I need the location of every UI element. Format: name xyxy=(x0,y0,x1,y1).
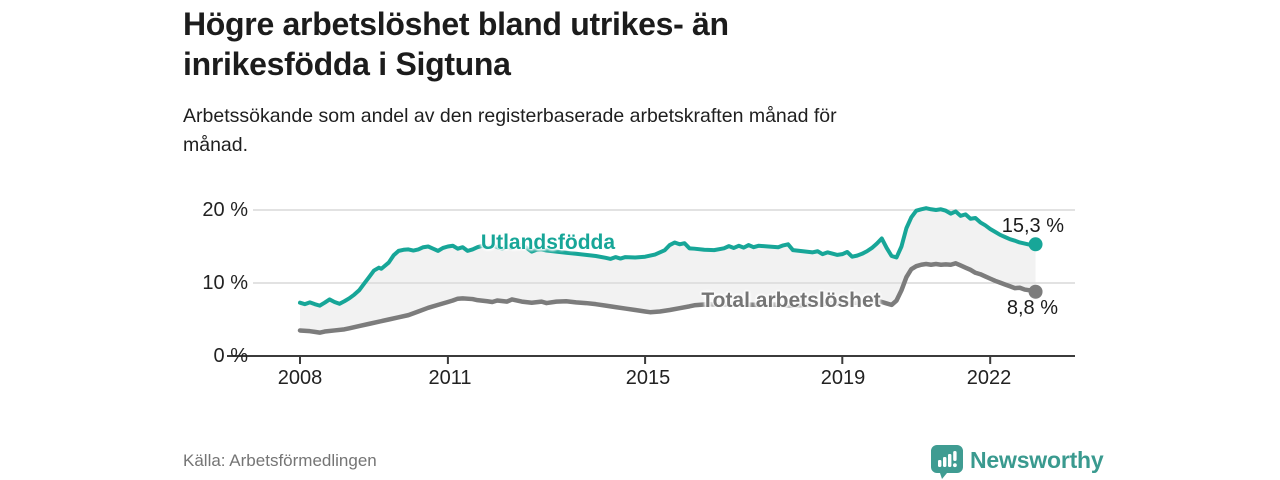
brand-name: Newsworthy xyxy=(970,447,1104,473)
y-axis-tick-10: 10 % xyxy=(202,272,248,294)
page-title-line2: inrikesfödda i Sigtuna xyxy=(183,46,511,82)
page-title-line1: Högre arbetslöshet bland utrikes- än xyxy=(183,6,729,42)
line-total-arbetsloshet xyxy=(297,261,1038,335)
chart-subtitle-line2: månad. xyxy=(183,134,249,156)
x-axis-tick-2011: 2011 xyxy=(428,367,472,389)
newsworthy-logo-icon xyxy=(931,445,963,479)
end-dot-total xyxy=(1028,284,1043,299)
end-dot-utlandsfodda xyxy=(1028,237,1043,252)
end-value-label-total: 8,8 % xyxy=(1006,297,1058,319)
chart-subtitle-line1: Arbetssökande som andel av den registerb… xyxy=(183,105,837,127)
x-axis-tick-2015: 2015 xyxy=(625,367,671,389)
line-utlandsfodda xyxy=(298,206,1038,308)
chart-subtitle: Arbetssökande som andel av den registerb… xyxy=(183,102,1063,160)
x-axis-tick-2008: 2008 xyxy=(277,367,323,389)
end-value-label-utlandsfodda: 15,3 % xyxy=(1001,215,1064,237)
x-axis-tick-2019: 2019 xyxy=(820,367,866,389)
page-title: Högre arbetslöshet bland utrikes- än inr… xyxy=(183,4,943,84)
y-axis-tick-0: 0 % xyxy=(213,345,248,367)
series-label-total-arbetsloshet: Total arbetslöshet xyxy=(701,289,881,312)
x-axis-tick-2022: 2022 xyxy=(966,367,1012,389)
source-attribution: Källa: Arbetsförmedlingen xyxy=(183,451,377,470)
y-axis-tick-20: 20 % xyxy=(202,199,248,221)
series-label-utlandsfodda: Utlandsfödda xyxy=(480,231,616,254)
